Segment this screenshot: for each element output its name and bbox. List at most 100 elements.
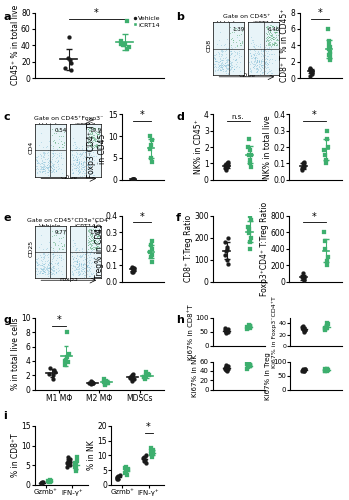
Point xyxy=(300,162,306,170)
Text: g: g xyxy=(3,315,12,325)
Point xyxy=(224,162,230,170)
Point xyxy=(325,366,330,374)
Point xyxy=(141,453,147,461)
Point xyxy=(225,158,230,166)
Point xyxy=(300,270,306,278)
Point xyxy=(142,373,147,381)
Point xyxy=(143,372,149,380)
Point xyxy=(149,453,155,461)
Point xyxy=(67,456,73,464)
Point xyxy=(148,154,154,162)
Point xyxy=(307,65,312,73)
Point xyxy=(300,366,306,374)
Y-axis label: Ki67% in Treg: Ki67% in Treg xyxy=(265,352,272,400)
Point xyxy=(62,64,68,72)
Point xyxy=(90,378,96,386)
Point xyxy=(225,260,231,268)
Point xyxy=(245,322,250,330)
Y-axis label: Foxp3⁻CD4⁺ T%
in CD45⁺: Foxp3⁻CD4⁺ T% in CD45⁺ xyxy=(87,116,106,178)
Point xyxy=(247,362,253,370)
Point xyxy=(326,37,332,45)
Point xyxy=(131,266,136,274)
Text: n.s.: n.s. xyxy=(232,114,245,120)
Point xyxy=(247,322,253,330)
Point xyxy=(322,364,328,372)
Point xyxy=(222,324,228,332)
Point xyxy=(302,326,308,334)
Point xyxy=(323,160,329,168)
Text: iCRT14: iCRT14 xyxy=(75,224,96,230)
Point xyxy=(301,368,307,376)
Point xyxy=(248,156,253,164)
Point xyxy=(327,48,333,56)
Point xyxy=(129,377,134,385)
Point xyxy=(222,326,228,334)
Text: CD8: CD8 xyxy=(207,39,211,52)
Point xyxy=(131,176,136,184)
Text: Vehicle: Vehicle xyxy=(39,122,62,128)
Text: CD25: CD25 xyxy=(29,240,34,258)
Point xyxy=(103,381,108,389)
Point xyxy=(64,354,69,362)
Point xyxy=(114,474,120,482)
Text: Vehicle: Vehicle xyxy=(217,21,240,26)
Point xyxy=(246,225,252,233)
Point xyxy=(124,16,129,24)
Text: b: b xyxy=(176,12,184,22)
Point xyxy=(247,362,253,370)
Point xyxy=(248,234,254,242)
Point xyxy=(325,320,331,328)
Point xyxy=(222,238,228,246)
Point xyxy=(39,478,45,486)
Point xyxy=(322,228,327,236)
Point xyxy=(246,230,252,237)
Point xyxy=(247,362,253,370)
Point xyxy=(48,478,53,486)
Text: h: h xyxy=(176,315,184,325)
Y-axis label: Ki67% in NK: Ki67% in NK xyxy=(192,354,199,397)
Point xyxy=(300,166,305,174)
Point xyxy=(150,258,155,266)
Point xyxy=(68,60,74,68)
Point xyxy=(45,477,51,485)
Y-axis label: Ki67% in CD8⁺T: Ki67% in CD8⁺T xyxy=(188,304,194,360)
Point xyxy=(322,244,328,252)
Point xyxy=(115,472,121,480)
Point xyxy=(245,325,250,333)
Point xyxy=(101,378,107,386)
Point xyxy=(247,160,252,168)
Point xyxy=(101,375,106,383)
Point xyxy=(222,164,228,172)
Text: e: e xyxy=(3,213,11,223)
Point xyxy=(223,363,229,371)
Point xyxy=(324,257,329,265)
Point xyxy=(91,380,96,388)
Point xyxy=(326,46,332,54)
Point xyxy=(225,362,231,370)
Point xyxy=(127,373,133,381)
Point xyxy=(326,42,332,50)
Point xyxy=(224,366,229,374)
Point xyxy=(66,54,71,62)
Point xyxy=(131,375,137,383)
Point xyxy=(72,460,78,468)
Point xyxy=(148,450,154,458)
Point xyxy=(63,356,68,364)
Point xyxy=(118,40,124,48)
Point xyxy=(141,458,147,466)
Point xyxy=(248,216,254,224)
Point xyxy=(148,444,154,452)
Point xyxy=(327,54,333,62)
Point xyxy=(322,325,328,333)
Point xyxy=(247,322,253,330)
Point xyxy=(67,458,72,466)
Point xyxy=(299,272,304,280)
Point xyxy=(322,366,328,374)
Point xyxy=(121,42,126,50)
Point xyxy=(149,136,155,144)
Point xyxy=(143,452,149,460)
Text: *: * xyxy=(140,110,144,120)
Legend: Vehicle, iCRT14: Vehicle, iCRT14 xyxy=(133,16,161,28)
Point xyxy=(148,141,153,149)
Point xyxy=(74,458,80,466)
